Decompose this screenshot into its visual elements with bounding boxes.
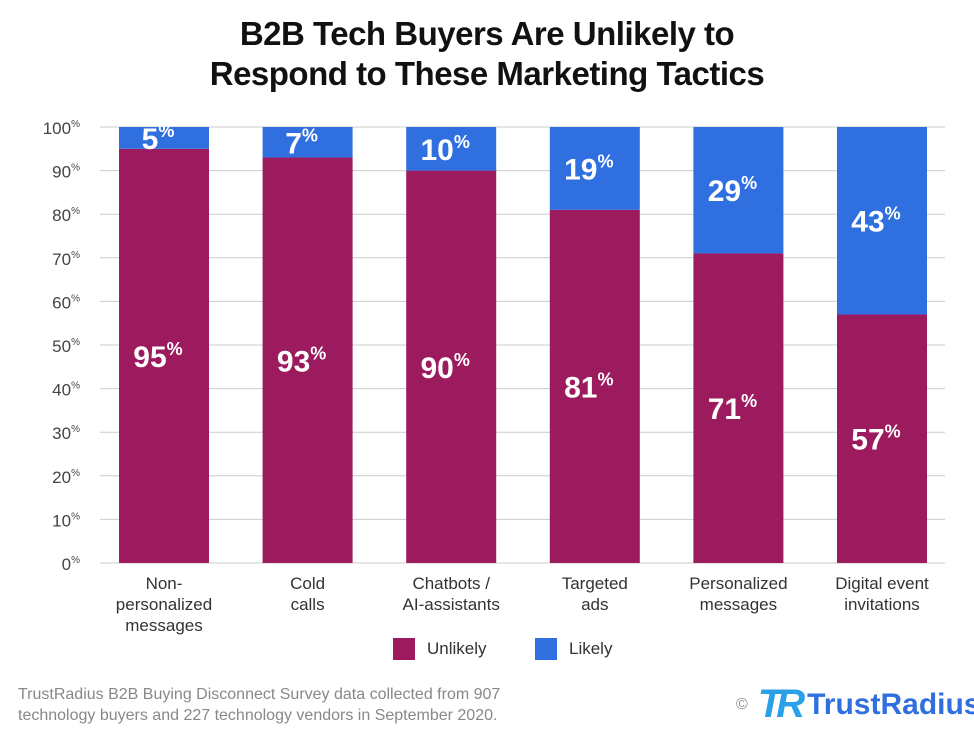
title-line-2: Respond to These Marketing Tactics — [209, 55, 765, 92]
y-tick-label: 10% — [52, 511, 80, 530]
y-tick-label: 70% — [52, 250, 80, 269]
y-tick-label: 0% — [62, 555, 80, 574]
data-label: 81% — [564, 369, 613, 404]
y-tick-label: 20% — [52, 468, 80, 487]
bar-unlikely — [119, 148, 209, 564]
legend-swatch-unlikely — [393, 638, 415, 660]
x-tick-label: messages — [700, 595, 777, 614]
y-tick-label: 30% — [52, 424, 80, 443]
footnote-line-1: TrustRadius B2B Buying Disconnect Survey… — [18, 686, 501, 703]
x-tick-label: invitations — [844, 595, 920, 614]
bar-likely — [262, 127, 353, 158]
x-tick-label: Targeted — [562, 574, 628, 593]
bar-likely — [693, 127, 784, 254]
y-tick-label: 50% — [52, 337, 80, 356]
copyright-symbol: © — [736, 695, 748, 713]
bar-likely — [406, 127, 497, 171]
legend-label: Likely — [569, 639, 613, 658]
bar-unlikely — [549, 209, 640, 563]
bar-unlikely — [406, 170, 497, 563]
x-tick-label: Digital event — [835, 574, 929, 593]
footnote-line-2: technology buyers and 227 technology ven… — [18, 707, 498, 724]
stacked-bar-chart: 0%10%20%30%40%50%60%70%80%90%100%95%5%No… — [43, 119, 945, 635]
trustradius-logo: © TR TrustRadius — [736, 682, 974, 727]
legend-item-likely: Likely — [535, 638, 612, 660]
x-tick-label: Chatbots / — [412, 574, 490, 593]
x-tick-label: ads — [581, 595, 608, 614]
x-tick-label: Cold — [290, 574, 325, 593]
x-tick-label: personalized — [116, 595, 212, 614]
x-tick-label: Personalized — [689, 574, 787, 593]
legend-label: Unlikely — [427, 639, 487, 658]
y-tick-label: 90% — [52, 163, 80, 182]
title-line-1: B2B Tech Buyers Are Unlikely to — [239, 15, 735, 52]
y-tick-label: 40% — [52, 381, 80, 400]
bar-unlikely — [693, 253, 784, 563]
data-label: 5% — [142, 121, 175, 156]
x-tick-label: calls — [291, 595, 325, 614]
x-tick-label: messages — [125, 616, 202, 635]
legend-swatch-likely — [535, 638, 557, 660]
y-tick-label: 80% — [52, 206, 80, 225]
x-tick-label: Non- — [146, 574, 183, 593]
bar-unlikely — [262, 157, 353, 563]
bar-likely — [837, 127, 927, 315]
y-tick-label: 60% — [52, 293, 80, 312]
footnote: TrustRadius B2B Buying Disconnect Survey… — [18, 684, 500, 726]
bar-likely — [549, 127, 640, 210]
logo-text: TrustRadius — [807, 687, 974, 721]
bar-unlikely — [837, 314, 927, 563]
chart-title: B2B Tech Buyers Are Unlikely to Respond … — [0, 14, 974, 94]
legend-item-unlikely: Unlikely — [393, 638, 487, 660]
bar-likely — [119, 127, 209, 149]
x-tick-label: AI-assistants — [403, 595, 500, 614]
y-tick-label: 100% — [43, 119, 80, 138]
logo-mark-icon: TR — [757, 682, 805, 726]
